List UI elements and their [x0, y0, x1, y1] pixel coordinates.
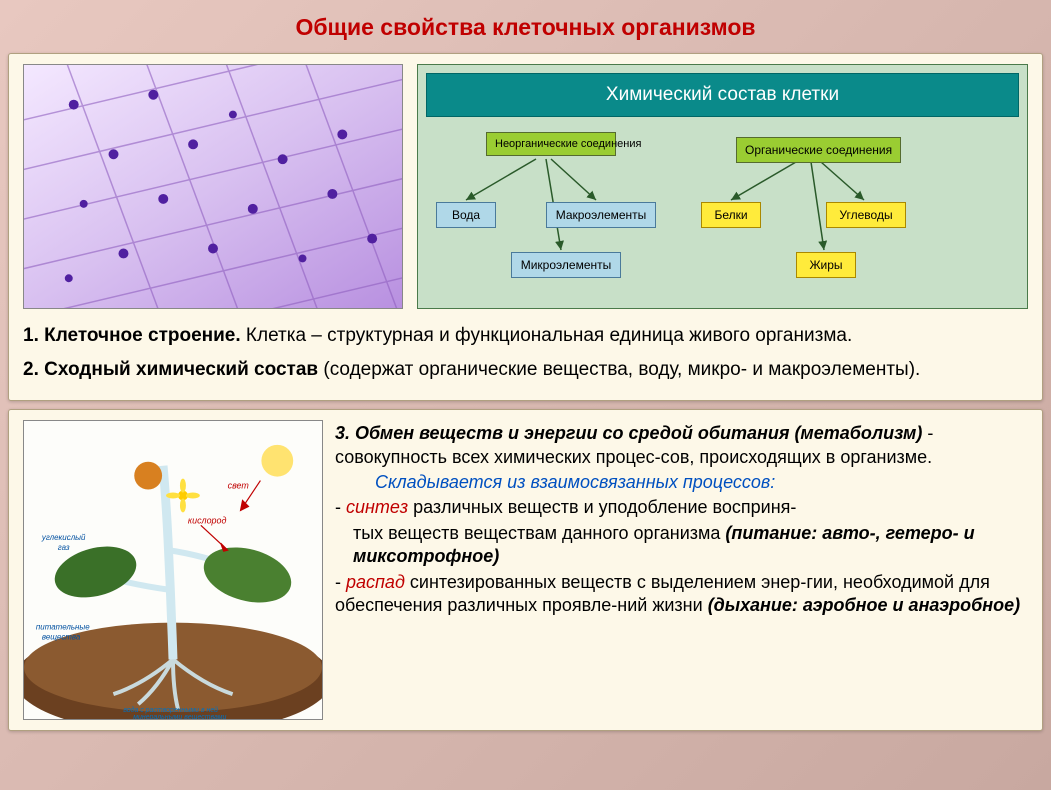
paragraph-3a: 3. Обмен веществ и энергии со средой оби… [335, 422, 1028, 469]
paragraph-1: 1. Клеточное строение. Клетка – структур… [23, 323, 1028, 349]
label-svet: свет [228, 481, 250, 491]
chem-node-fats: Жиры [796, 252, 856, 278]
paragraph-3c2: тых веществ веществам данного организма … [335, 522, 1028, 569]
p3-head: 3. Обмен веществ и энергии со средой оби… [335, 423, 922, 443]
p2-body: (содержат органические вещества, воду, м… [323, 359, 920, 380]
bottom-panel: свет кислород углекислый газ питательные… [8, 409, 1043, 731]
p3-sbody: различных веществ и уподобление восприня… [408, 497, 796, 517]
p3-sintez: синтез [346, 497, 408, 517]
paragraph-3b: Складывается из взаимосвязанных процессо… [335, 471, 1028, 494]
label-kislorod: кислород [188, 516, 227, 526]
label-co2-2: газ [58, 543, 70, 552]
p1-body: Клетка – структурная и функциональная ед… [241, 325, 853, 346]
p3-dyh: (дыхание: аэробное и анаэробное) [708, 595, 1020, 615]
p3-sub: Складывается из взаимосвязанных процессо… [375, 472, 775, 492]
plant-metabolism-image: свет кислород углекислый газ питательные… [23, 420, 323, 720]
p3-raspad: распад [346, 572, 405, 592]
paragraph-2: 2. Сходный химический состав (содержат о… [23, 357, 1028, 383]
p1-head: 1. Клеточное строение. [23, 325, 241, 346]
chem-node-micro: Микроэлементы [511, 252, 621, 278]
chem-node-inorg: Неорганические соединения [486, 132, 616, 156]
chem-chart-title: Химический состав клетки [426, 73, 1019, 117]
label-voda: вода с растворенными в ней [123, 706, 218, 714]
p3-dash2: - [335, 572, 346, 592]
top-panel: Химический состав клетки Неорганические … [8, 53, 1043, 401]
p3-sbody2: тых веществ веществам данного организма [353, 523, 725, 543]
paragraph-3d: - распад синтезированных веществ с выдел… [335, 571, 1028, 618]
chem-node-carbs: Углеводы [826, 202, 906, 228]
onion-cell-image [23, 64, 403, 309]
label-pit-1: питательные [36, 623, 90, 632]
chem-node-protein: Белки [701, 202, 761, 228]
label-co2-1: углекислый [41, 533, 86, 542]
paragraph-3c: - синтез различных веществ и уподобление… [335, 496, 1028, 519]
chemistry-composition-chart: Химический состав клетки Неорганические … [417, 64, 1028, 309]
label-pit-2: вещества [42, 633, 81, 642]
slide-title: Общие свойства клеточных организмов [8, 14, 1043, 41]
p2-head: 2. Сходный химический состав [23, 359, 323, 380]
chem-node-macro: Макроэлементы [546, 202, 656, 228]
label-voda-2: минеральными веществами [133, 714, 226, 720]
chem-node-org: Органические соединения [736, 137, 901, 163]
chem-node-water: Вода [436, 202, 496, 228]
p3-dash1: - [335, 497, 346, 517]
